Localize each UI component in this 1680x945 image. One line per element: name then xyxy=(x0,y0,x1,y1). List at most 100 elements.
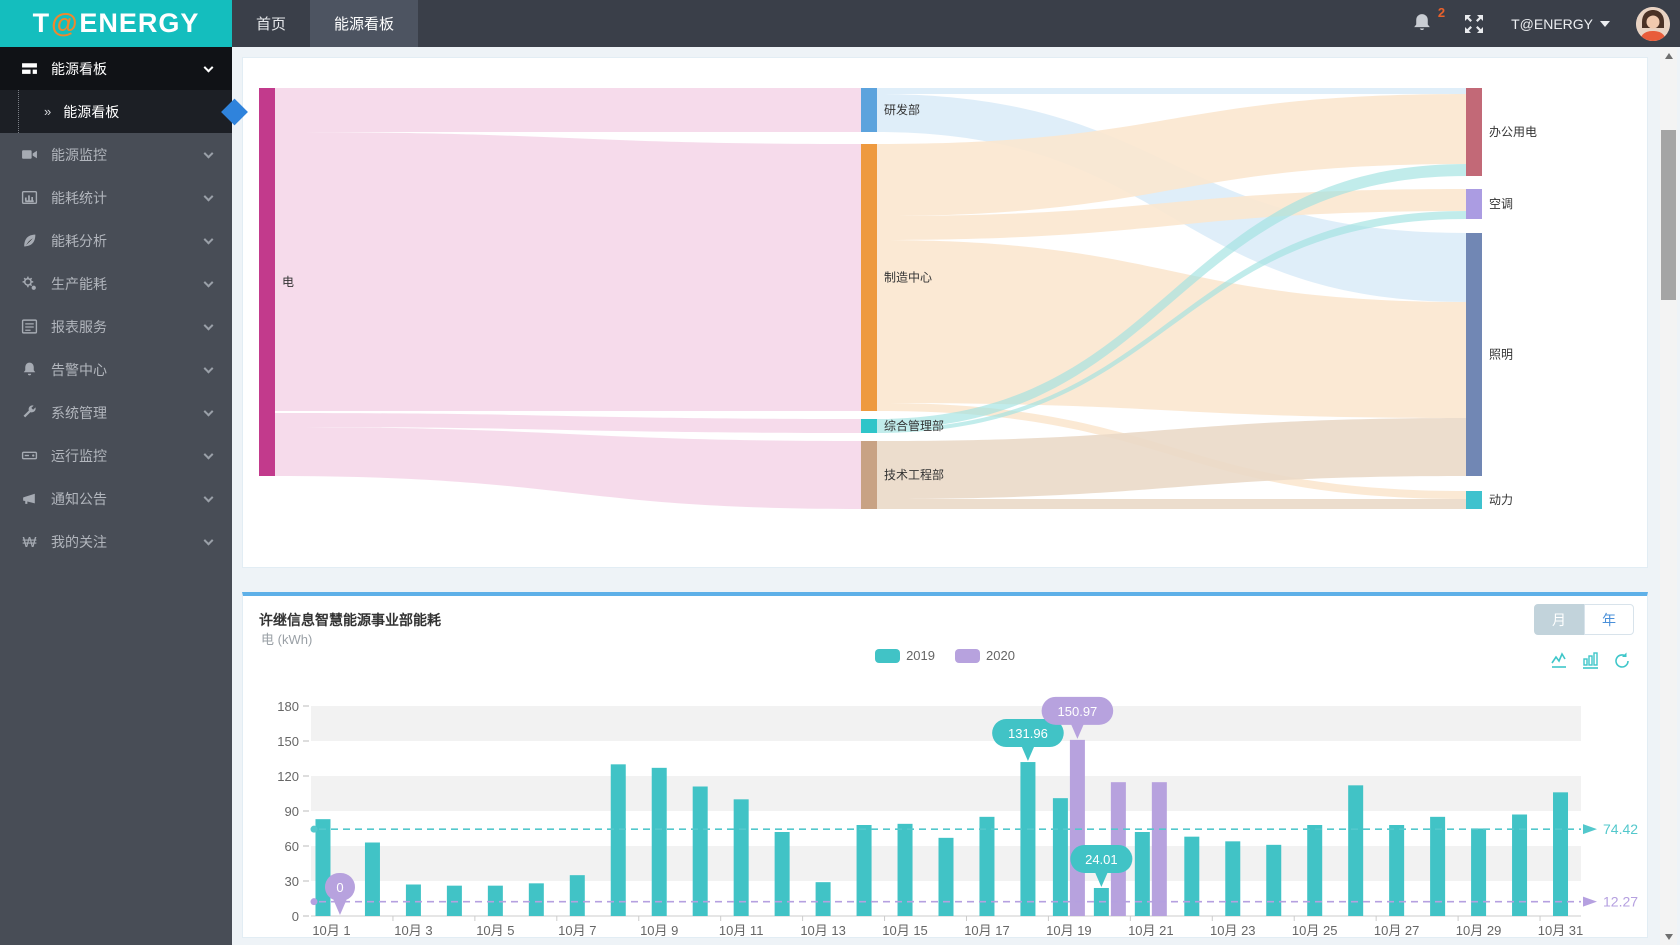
markpoint-pin-150.97[interactable] xyxy=(1041,696,1114,725)
sankey-node-空调[interactable] xyxy=(1466,189,1482,219)
year-toggle-button[interactable]: 年 xyxy=(1584,604,1634,635)
sankey-node-制造中心[interactable] xyxy=(861,144,877,411)
markpoint-tip xyxy=(1021,746,1035,762)
tab-home[interactable]: 首页 xyxy=(256,16,287,33)
sidebar-subitem-energy-dashboard[interactable]: » 能源看板 xyxy=(0,90,248,133)
tab-energy-dashboard[interactable]: 能源看板 xyxy=(310,0,419,47)
avatar[interactable] xyxy=(1636,6,1670,41)
bar-2019-10月 5[interactable] xyxy=(487,885,503,916)
sankey-link-综合管理部-办公用电[interactable] xyxy=(877,164,1466,429)
brand-logo: T @ ENERGY xyxy=(0,0,232,47)
sankey-node-照明[interactable] xyxy=(1466,233,1482,476)
sankey-node-综合管理部[interactable] xyxy=(861,419,877,433)
bar-2019-10月 4[interactable] xyxy=(446,885,462,916)
sankey-node-电[interactable] xyxy=(259,88,275,476)
chevron-down-icon xyxy=(203,320,214,331)
chevron-down-icon xyxy=(203,234,214,245)
sidebar-item-operation-monitoring[interactable]: 运行监控 xyxy=(0,434,232,477)
sankey-node-研发部[interactable] xyxy=(861,88,877,132)
bar-2019-10月 6[interactable] xyxy=(528,883,544,916)
bar-2020-10月 19[interactable] xyxy=(1069,739,1085,916)
sankey-link-制造中心-办公用电[interactable] xyxy=(877,94,1466,216)
legend-item-2019[interactable]: 2019 xyxy=(875,648,935,663)
bar-2019-10月 24[interactable] xyxy=(1266,844,1282,916)
bar-2019-10月 10[interactable] xyxy=(692,786,708,917)
sidebar-item-energy-monitoring[interactable]: 能源监控 xyxy=(0,133,232,176)
y-tick-label: 150 xyxy=(277,734,299,749)
sidebar-item-consumption-stats[interactable]: 能耗统计 xyxy=(0,176,232,219)
bar-2019-10月 22[interactable] xyxy=(1184,836,1200,916)
markpoint-pin-24.01[interactable] xyxy=(1070,844,1133,873)
scroll-up-button[interactable] xyxy=(1660,47,1677,64)
sankey-link-技术工程部-动力[interactable] xyxy=(877,499,1466,509)
y-tick-label: 30 xyxy=(285,874,299,889)
bar-2019-10月 29[interactable] xyxy=(1471,828,1487,917)
bar-2019-10月 14[interactable] xyxy=(856,825,872,916)
sidebar-item-consumption-analysis[interactable]: 能耗分析 xyxy=(0,219,232,262)
vertical-scrollbar[interactable] xyxy=(1660,47,1677,945)
sankey-link-综合管理部-空调[interactable] xyxy=(877,211,1466,433)
bar-2020-10月 21[interactable] xyxy=(1151,782,1167,916)
bar-2019-10月 23[interactable] xyxy=(1225,841,1241,916)
legend-item-2020[interactable]: 2020 xyxy=(955,648,1015,663)
sankey-link-电-制造中心[interactable] xyxy=(275,132,861,411)
bar-2019-10月 21[interactable] xyxy=(1134,832,1150,916)
sankey-link-电-综合管理部[interactable] xyxy=(275,413,861,433)
notification-bell-button[interactable]: 2 xyxy=(1411,5,1445,37)
bar-2019-10月 28[interactable] xyxy=(1430,816,1446,916)
bar-2019-10月 25[interactable] xyxy=(1307,825,1323,916)
chevron-down-icon xyxy=(203,148,214,159)
bar-2019-10月 8[interactable] xyxy=(610,764,626,916)
markpoint-pin-131.96[interactable] xyxy=(992,719,1064,748)
bar-2019-10月 7[interactable] xyxy=(569,875,585,916)
sidebar-item-system-management[interactable]: 系统管理 xyxy=(0,391,232,434)
sidebar-item-label: 能源监控 xyxy=(51,146,107,163)
scrollbar-thumb[interactable] xyxy=(1661,130,1676,300)
sankey-node-技术工程部[interactable] xyxy=(861,441,877,509)
bar-2019-10月 30[interactable] xyxy=(1512,814,1528,917)
bar-2019-10月 18[interactable] xyxy=(1020,762,1036,916)
sankey-link-制造中心-照明[interactable] xyxy=(877,240,1466,418)
line-chart-icon[interactable] xyxy=(1549,650,1571,672)
sidebar-item-label: 系统管理 xyxy=(51,404,107,421)
bar-chart-icon[interactable] xyxy=(1580,650,1602,672)
y-axis-name: 电 (kWh) xyxy=(261,632,312,647)
bar-2019-10月 31[interactable] xyxy=(1553,792,1569,916)
sidebar-item-my-follow[interactable]: ₩ 我的关注 xyxy=(0,520,232,563)
month-toggle-button[interactable]: 月 xyxy=(1534,604,1584,635)
sankey-link-电-研发部[interactable] xyxy=(275,88,861,132)
scroll-down-button[interactable] xyxy=(1660,928,1677,945)
markpoint-pin-0[interactable] xyxy=(324,873,355,901)
bar-2019-10月 15[interactable] xyxy=(897,823,913,916)
bar-2019-10月 19[interactable] xyxy=(1052,798,1068,916)
bar-2019-10月 2[interactable] xyxy=(364,842,380,917)
sankey-node-办公用电[interactable] xyxy=(1466,88,1482,176)
markpoint-label: 0 xyxy=(336,880,343,895)
bar-2019-10月 3[interactable] xyxy=(405,884,421,917)
sidebar-item-production-energy[interactable]: 生产能耗 xyxy=(0,262,232,305)
sidebar-item-alarm-center[interactable]: 告警中心 xyxy=(0,348,232,391)
fullscreen-icon[interactable] xyxy=(1463,13,1485,35)
sankey-link-电-技术工程部[interactable] xyxy=(275,427,861,509)
bar-2019-10月 16[interactable] xyxy=(938,837,954,916)
x-tick-label: 10月 17 xyxy=(964,923,1010,937)
camera-icon xyxy=(20,146,38,164)
bar-2019-10月 12[interactable] xyxy=(774,832,790,916)
sankey-link-技术工程部-照明[interactable] xyxy=(877,418,1466,499)
sidebar-item-energy-dashboard[interactable]: 能源看板 xyxy=(0,47,232,90)
bar-2019-10月 17[interactable] xyxy=(979,816,995,916)
user-menu[interactable]: T@ENERGY xyxy=(1511,16,1610,32)
bar-2019-10月 13[interactable] xyxy=(815,882,831,916)
sidebar-item-notice[interactable]: 通知公告 xyxy=(0,477,232,520)
sankey-node-动力[interactable] xyxy=(1466,491,1482,509)
sidebar-item-label: 我的关注 xyxy=(51,533,107,550)
sidebar-item-report-service[interactable]: 报表服务 xyxy=(0,305,232,348)
refresh-icon[interactable] xyxy=(1611,650,1633,672)
sankey-link-研发部-办公用电[interactable] xyxy=(877,88,1466,94)
bar-2019-10月 9[interactable] xyxy=(651,767,667,916)
bar-2019-10月 26[interactable] xyxy=(1348,785,1364,916)
bar-2019-10月 27[interactable] xyxy=(1389,825,1405,916)
bar-2019-10月 11[interactable] xyxy=(733,799,749,916)
sidebar-item-label: 能耗分析 xyxy=(51,232,107,249)
